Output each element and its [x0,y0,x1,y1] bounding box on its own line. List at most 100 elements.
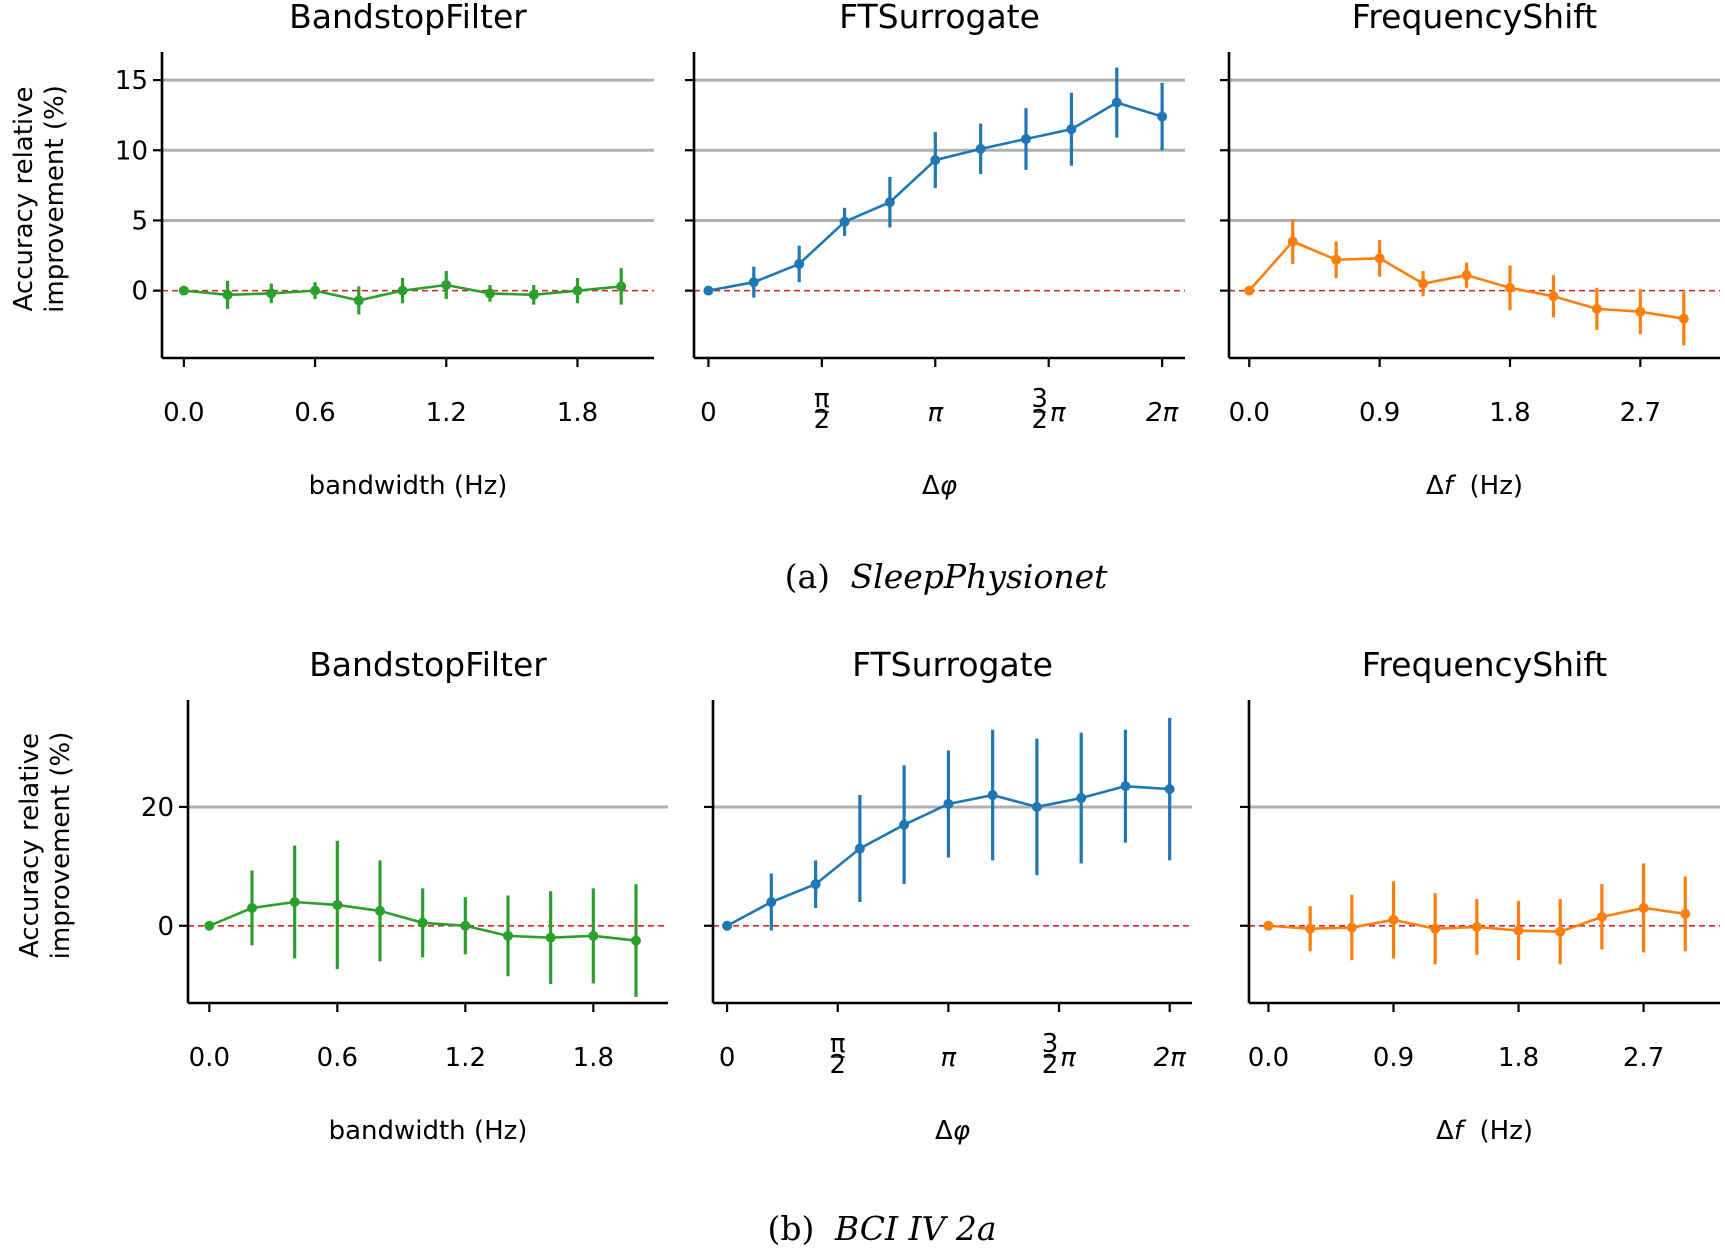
data-point [528,289,539,300]
caption-a: (a) SleepPhysionet [785,557,1109,596]
data-point [588,930,599,941]
x-axis-label: bandwidth (Hz) [309,471,508,501]
xtick-label: 1.2 [426,398,467,428]
panel-a-1: 0 5 10 15 0.0 0.6 1.2 1.8 BandstopFilter bandwidt… [9,0,654,501]
panel-title: BandstopFilter [309,645,547,684]
xtick-label: 0 [719,1043,736,1073]
xtick-label-den: 2 [1031,405,1048,435]
xtick-label-text: 1.2 [426,398,467,428]
data-point [1263,920,1274,931]
data-point [289,897,300,907]
xtick-label: 2.7 [1623,1043,1664,1073]
data-point [839,216,850,227]
data-point [1548,291,1559,302]
data-point [1157,111,1168,122]
data-point [1678,313,1689,324]
data-point [1374,253,1385,264]
xlabel-delta: Δ [935,1116,953,1146]
ytick-label: 15 [115,66,148,96]
y-axis-label: Accuracy relativeimprovement (%) [9,85,70,313]
data-point [1066,124,1077,135]
panel-title: FrequencyShift [1352,0,1598,36]
data-point [1287,236,1298,247]
data-point [1076,793,1087,804]
xlabel-unit: (Hz) [1453,471,1523,501]
data-point [884,197,895,208]
xtick-label-num: π [814,384,830,414]
xtick-label-text: 1.8 [557,398,598,428]
xtick-label-text: π [927,398,943,428]
y-axis-label-line: improvement (%) [46,732,76,960]
data-point [503,930,513,941]
data-point [975,143,986,154]
data-point [1388,914,1399,925]
data-point [1504,282,1515,293]
data-point [460,920,471,931]
ytick-label: 0 [157,912,174,942]
xtick-label-text: 0.0 [1229,398,1270,428]
xtick-label-pi: π [1050,398,1066,428]
xtick-label-text: 0.9 [1359,398,1400,428]
data-point [1031,801,1042,812]
data-point [1591,303,1602,314]
xtick-label-text: 1.8 [1498,1043,1539,1073]
panel-title: BandstopFilter [289,0,527,36]
xtick-label: 0.9 [1359,398,1400,428]
x-axis-label: Δφ [935,1116,970,1146]
data-point [545,932,556,943]
xtick-label-text: 0.6 [317,1043,358,1073]
xtick-label-num: 3 [1031,384,1048,414]
data-point [766,897,777,907]
data-point [375,905,385,916]
caption-b-name: BCI IV 2a [834,1209,997,1248]
xtick-label: 1.8 [573,1043,614,1073]
xtick-label: 0.0 [163,398,204,428]
xtick-label-text: 2.7 [1620,398,1661,428]
data-point [616,281,627,292]
data-point [1471,921,1482,932]
xtick-label: 0 [700,398,717,428]
plot-panels: 0 5 10 15 0.0 0.6 1.2 1.8 BandstopFilter bandwidt… [9,0,1720,1146]
data-point [930,155,941,166]
xtick-label-den: 2 [1042,1050,1059,1080]
data-point [1021,134,1032,145]
data-point [748,277,759,288]
xtick-label-text: 1.8 [1489,398,1530,428]
xtick-label-num: 3 [1042,1029,1059,1059]
xtick-label: π2 [814,384,831,435]
data-point [1164,784,1175,795]
data-point [1120,781,1131,792]
x-axis-label: Δf (Hz) [1436,1116,1533,1146]
data-point [572,285,583,296]
xtick-label: 2.7 [1620,398,1661,428]
xlabel-delta: Δ [922,471,940,501]
data-point [810,879,821,890]
xtick-label-den: 2 [829,1050,846,1080]
xtick-label: 0.9 [1373,1043,1414,1073]
x-axis-label: bandwidth (Hz) [329,1116,528,1146]
xtick-label: 1.2 [445,1043,486,1073]
data-point [854,843,865,854]
data-point [353,295,364,306]
caption-a-prefix: (a) [785,557,830,596]
caption-a-name: SleepPhysionet [851,557,1109,596]
data-point [1418,278,1429,289]
data-point [899,819,910,830]
xtick-label: 1.8 [1489,398,1530,428]
ytick-label: 5 [131,206,148,236]
xtick-label-text: π [941,1043,957,1073]
xtick-label-text: 2.7 [1623,1043,1664,1073]
xtick-label-text: 0 [700,398,717,428]
xtick-label-text: 0 [719,1043,736,1073]
data-point [441,280,452,291]
y-axis-label-line: improvement (%) [40,85,70,313]
xtick-label: 1.8 [557,398,598,428]
xtick-label-text: 0.0 [163,398,204,428]
xlabel-var: φ [953,1116,970,1146]
xtick-label-text: 1.2 [445,1043,486,1073]
xtick-label-text: 2π [1154,1043,1187,1073]
y-axis-label: Accuracy relativeimprovement (%) [15,732,76,960]
